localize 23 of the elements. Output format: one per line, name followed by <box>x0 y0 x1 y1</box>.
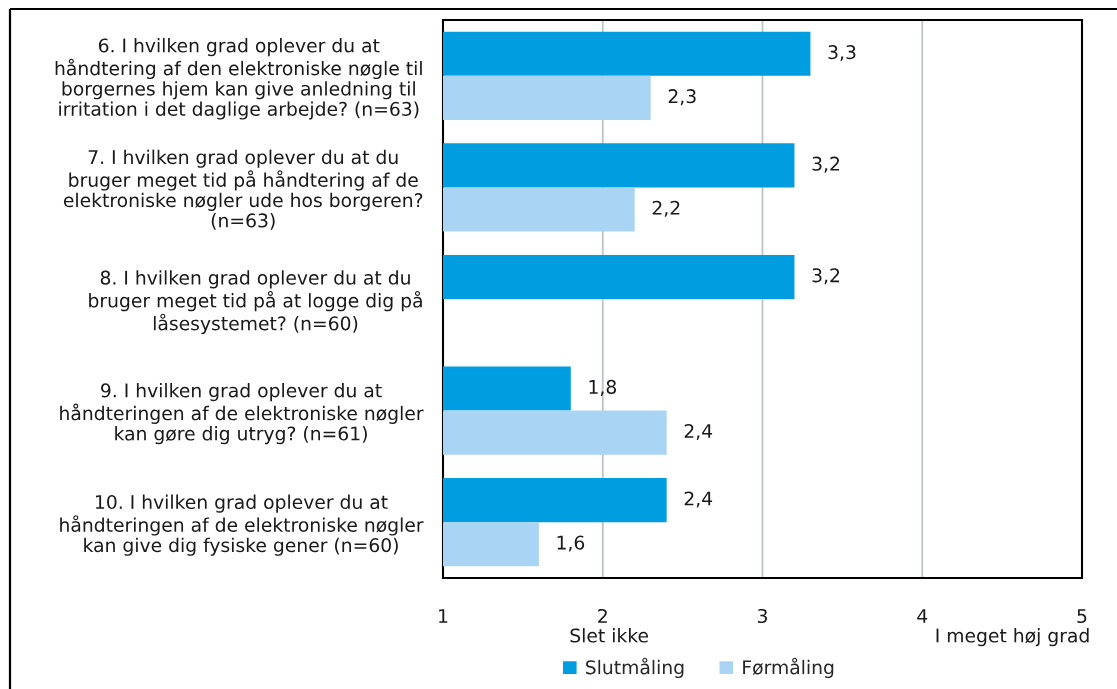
y-tick-label: 9. I hvilken grad oplever du at håndteringen af de elektroniske nøgler kan gøre dig utryg? (n=61) <box>60 382 424 445</box>
data-label: 1,6 <box>557 535 585 552</box>
data-label: 3,2 <box>812 268 840 285</box>
data-label: 3,2 <box>812 156 840 173</box>
y-tick-label: 6. I hvilken grad oplever du at håndtering af den elektroniske nøgle til borgernes hjem kan give anledning til irritation i det daglige arbejde? (n=63) <box>55 38 422 120</box>
y-tick-label: 10. I hvilken grad oplever du at håndteringen af de elektroniske nøgler kan give dig fysiske gener (n=60) <box>60 494 424 556</box>
legend-label: Slutmåling <box>586 657 684 679</box>
x-tick-label: 1 <box>439 609 448 623</box>
data-label: 1,8 <box>589 379 616 396</box>
data-label: 2,4 <box>684 423 713 440</box>
data-label: 2,3 <box>668 89 696 106</box>
x-tick-label: 5 <box>1077 609 1087 624</box>
legend-label: Førmåling <box>743 657 834 679</box>
data-label: 3,3 <box>828 45 856 62</box>
text: Slet ikke <box>570 628 649 643</box>
y-tick-label: 8. I hvilken grad oplever du at du bruger meget tid på at logge dig på låsesystemet? (n=60) <box>89 270 422 335</box>
data-label: 2,2 <box>652 200 680 217</box>
y-tick-label: 7. I hvilken grad oplever du at du bruger meget tid på håndtering af de elektroniske nøgler ude hos borgeren? (n=63) <box>63 149 423 230</box>
data-label: 2,4 <box>684 491 713 508</box>
text: I meget høj grad <box>936 628 1089 647</box>
x-tick-label: 2 <box>598 608 607 623</box>
x-tick-label: 3 <box>757 608 767 624</box>
x-tick-label: 4 <box>917 609 928 623</box>
